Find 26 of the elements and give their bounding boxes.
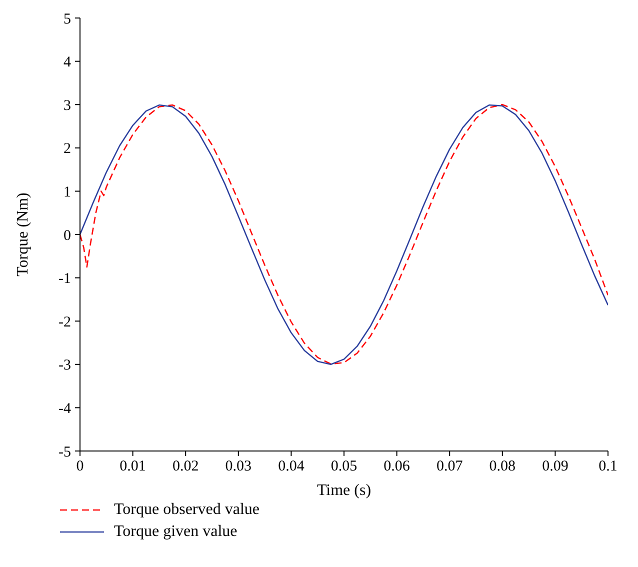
legend-label: Torque given value [114, 522, 238, 542]
y-axis-title: Torque (Nm) [14, 192, 32, 276]
y-tick-label: -5 [58, 444, 71, 460]
x-tick-label: 0.01 [120, 458, 146, 475]
x-tick-label: 0.03 [225, 458, 252, 475]
y-tick-label: 1 [64, 184, 71, 201]
y-tick-label: -3 [58, 358, 71, 374]
y-tick-label: -1 [58, 271, 71, 288]
x-tick-label: 0 [76, 458, 84, 475]
legend-label: Torque observed value [114, 500, 260, 520]
y-tick-label: 5 [64, 11, 71, 28]
x-tick-label: 0.07 [436, 458, 464, 475]
x-tick-label: 0.06 [384, 458, 410, 475]
x-tick-label: 0.08 [489, 458, 516, 475]
x-axis-title: Time (s) [316, 482, 372, 499]
y-tick-label: 3 [64, 98, 71, 114]
y-tick-label: 0 [64, 228, 71, 244]
y-tick-label: 4 [64, 54, 72, 71]
y-tick-label: 2 [64, 141, 71, 158]
x-tick-label: 0.04 [278, 458, 305, 475]
x-tick-label: 0.05 [330, 458, 358, 475]
y-tick-label: -2 [58, 314, 71, 330]
x-tick-label: 0.02 [172, 458, 199, 475]
x-tick-label: 0.09 [542, 458, 568, 475]
x-tick-label: 0.1 [598, 458, 618, 475]
y-tick-label: -4 [58, 401, 72, 418]
